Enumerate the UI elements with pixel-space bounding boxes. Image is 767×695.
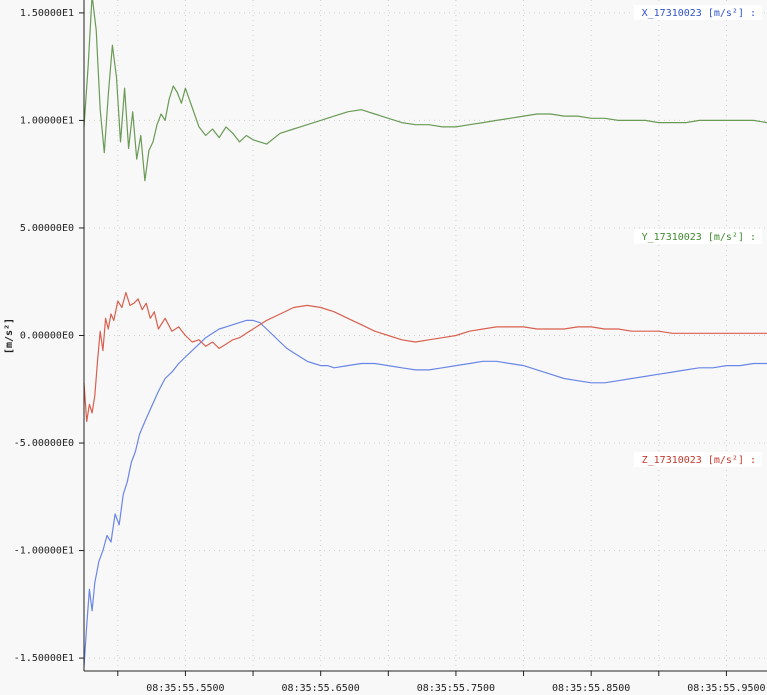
x-tick-label: 08:35:55.9500: [687, 683, 765, 694]
x-tick-label: 08:35:55.5500: [146, 683, 224, 694]
series-line-1: [83, 0, 767, 182]
series-layer: [83, 0, 767, 667]
y-axis-title: [m/s²]: [4, 318, 15, 354]
x-tick-label: 08:35:55.8500: [552, 683, 630, 694]
legend-entry-label: Y_17310023 [m/s²] :: [642, 232, 756, 243]
legend-entry-background: [634, 5, 762, 20]
legend-entry-background: [634, 452, 762, 467]
x-tick-label: 08:35:55.6500: [282, 683, 360, 694]
y-tick-label: 1.50000E1: [20, 8, 74, 19]
axes: [79, 0, 767, 676]
y-tick-label: 0.00000E0: [20, 331, 74, 342]
legend-entry-background: [634, 229, 762, 244]
series-line-3: [83, 291, 767, 423]
legend-entry-label: Z_17310023 [m/s²] :: [642, 455, 756, 466]
legend-entry-label: X_17310023 [m/s²] :: [642, 8, 756, 19]
x-tick-label: 08:35:55.7500: [417, 683, 495, 694]
y-tick-label: -1.00000E1: [14, 546, 74, 557]
x-axis-tick-labels: 08:35:55.5500 08:35:55.6500 08:35:55.7500 0…: [146, 683, 765, 694]
y-tick-label: 5.00000E0: [20, 223, 74, 234]
y-axis-tick-labels: 1.50000E1 1.00000E1 5.00000E0 0.00000E0 -5.0…: [14, 8, 74, 664]
series-line-2: [83, 319, 767, 667]
y-tick-label: -1.50000E1: [14, 653, 74, 664]
y-tick-label: 1.00000E1: [20, 115, 74, 126]
y-tick-label: -5.00000E0: [14, 438, 74, 449]
legend: X_17310023 [m/s²] : Y_17310023 [m/s²] : Z_…: [634, 5, 762, 467]
